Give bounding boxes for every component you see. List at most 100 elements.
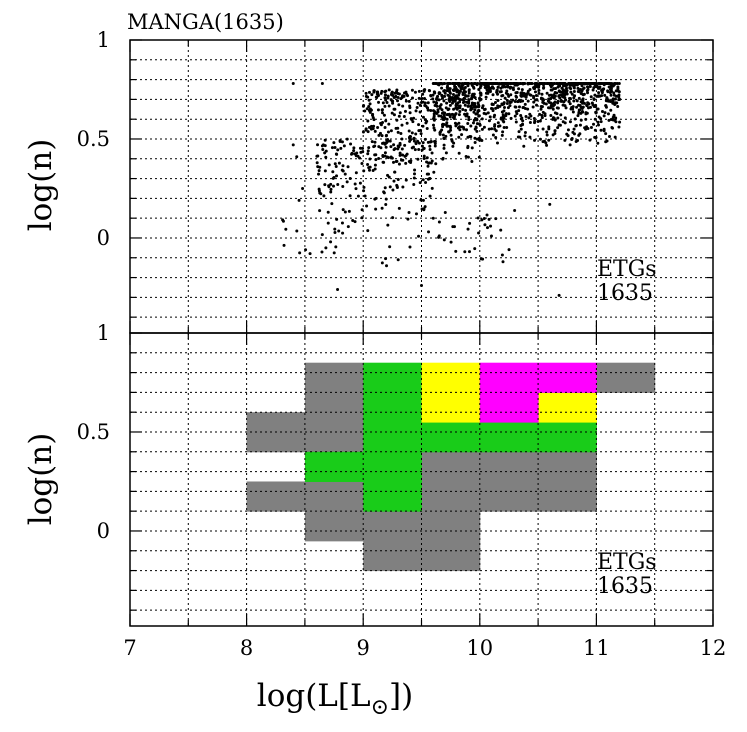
- scatter-point: [575, 105, 579, 109]
- scatter-point: [445, 82, 449, 86]
- scatter-point: [540, 105, 544, 109]
- scatter-point: [489, 224, 493, 228]
- scatter-point: [423, 205, 427, 209]
- scatter-point: [370, 93, 374, 97]
- scatter-point: [484, 112, 488, 116]
- scatter-point: [281, 218, 285, 222]
- scatter-point: [437, 220, 441, 224]
- scatter-point: [478, 96, 482, 100]
- scatter-point: [463, 85, 467, 89]
- scatter-point: [334, 152, 338, 156]
- scatter-point: [431, 216, 435, 220]
- scatter-point: [516, 82, 520, 86]
- scatter-point: [586, 106, 590, 110]
- scatter-point: [595, 107, 599, 111]
- scatter-point: [538, 112, 542, 116]
- scatter-point: [535, 103, 539, 107]
- scatter-point: [538, 119, 542, 123]
- scatter-point: [409, 161, 413, 165]
- scatter-point: [477, 155, 481, 159]
- scatter-point: [441, 133, 445, 137]
- scatter-point: [333, 162, 337, 166]
- scatter-point: [454, 249, 458, 253]
- scatter-point: [352, 149, 356, 153]
- scatter-point: [617, 125, 621, 129]
- scatter-point: [593, 117, 597, 121]
- scatter-point: [336, 183, 340, 187]
- scatter-point: [508, 85, 512, 89]
- scatter-point: [404, 90, 408, 94]
- scatter-point: [411, 120, 415, 124]
- scatter-point: [371, 168, 375, 172]
- scatter-point: [440, 115, 444, 119]
- scatter-point: [491, 109, 495, 113]
- scatter-point: [380, 108, 384, 112]
- scatter-point: [582, 92, 586, 96]
- scatter-point: [417, 141, 421, 145]
- scatter-point: [383, 126, 387, 130]
- scatter-point: [507, 94, 511, 98]
- scatter-point: [523, 131, 527, 135]
- scatter-point: [448, 124, 452, 128]
- scatter-point: [588, 84, 592, 88]
- scatter-point: [524, 95, 528, 99]
- scatter-point: [406, 94, 410, 98]
- scatter-point: [568, 86, 572, 90]
- scatter-point: [349, 142, 353, 146]
- scatter-point: [595, 94, 599, 98]
- heatmap-cell-gray: [421, 451, 481, 512]
- scatter-point: [470, 146, 474, 150]
- scatter-point: [368, 102, 372, 106]
- scatter-point: [316, 154, 320, 158]
- scatter-point: [354, 171, 358, 175]
- scatter-point: [297, 198, 301, 202]
- scatter-point: [413, 90, 417, 94]
- scatter-point: [432, 170, 436, 174]
- scatter-point: [384, 257, 388, 261]
- scatter-point: [481, 257, 485, 261]
- scatter-point: [394, 126, 398, 130]
- scatter-point: [586, 88, 590, 92]
- scatter-point: [391, 188, 395, 192]
- scatter-point: [417, 123, 421, 127]
- scatter-point: [451, 115, 455, 119]
- scatter-point: [577, 133, 581, 137]
- scatter-point: [466, 146, 470, 150]
- scatter-point: [558, 96, 562, 100]
- scatter-point: [343, 210, 347, 214]
- scatter-point: [533, 90, 537, 94]
- scatter-point: [570, 105, 574, 109]
- scatter-point: [553, 100, 557, 104]
- scatter-point: [513, 114, 517, 118]
- scatter-point: [360, 216, 364, 220]
- scatter-point: [321, 143, 325, 147]
- scatter-point: [376, 125, 380, 129]
- scatter-point: [374, 95, 378, 99]
- scatter-point: [442, 113, 446, 117]
- scatter-point: [592, 105, 596, 109]
- scatter-point: [445, 113, 449, 117]
- scatter-point: [362, 104, 366, 108]
- scatter-point: [387, 88, 391, 92]
- scatter-point: [557, 123, 561, 127]
- scatter-point: [358, 181, 362, 185]
- scatter-point: [557, 293, 561, 297]
- scatter-point: [298, 251, 302, 255]
- scatter-point: [412, 139, 416, 143]
- scatter-point: [513, 208, 517, 212]
- scatter-point: [608, 82, 612, 86]
- scatter-point: [451, 225, 455, 229]
- scatter-point: [579, 100, 583, 104]
- scatter-point: [559, 113, 563, 117]
- scatter-point: [346, 225, 350, 229]
- scatter-point: [572, 89, 576, 93]
- scatter-point: [455, 82, 459, 86]
- scatter-point: [515, 95, 519, 99]
- scatter-point: [326, 221, 330, 225]
- scatter-point: [301, 186, 305, 190]
- scatter-point: [573, 117, 577, 121]
- scatter-point: [479, 93, 483, 97]
- scatter-point: [308, 252, 312, 256]
- scatter-point: [509, 93, 513, 97]
- scatter-point: [464, 108, 468, 112]
